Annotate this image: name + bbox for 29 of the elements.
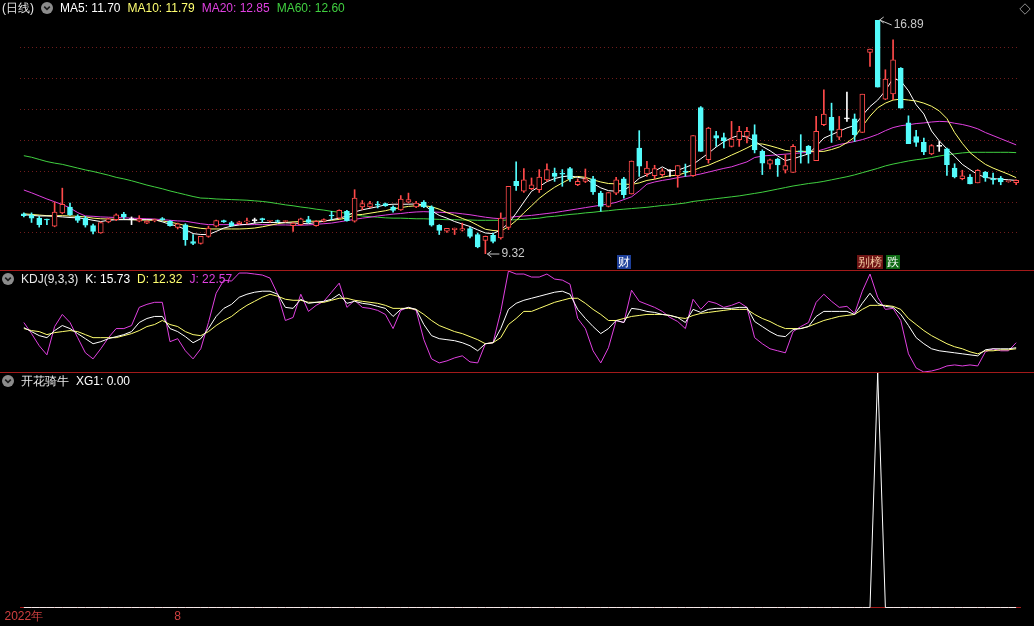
text: 财 bbox=[616, 255, 631, 269]
chart-title: (日线) bbox=[2, 1, 34, 15]
series-label: J: 22.57 bbox=[189, 272, 233, 286]
candlestick bbox=[244, 217, 250, 225]
candlestick bbox=[374, 201, 381, 209]
candlestick bbox=[713, 130, 719, 147]
text: 跌 bbox=[886, 255, 901, 269]
annotation: 16.89 bbox=[893, 17, 925, 32]
text: MA10: 11.79 bbox=[127, 1, 195, 15]
text: D: 12.32 bbox=[137, 272, 183, 286]
text: MA60: 12.60 bbox=[276, 1, 345, 15]
candlestick bbox=[559, 169, 566, 187]
x-tick-label: 2022年 bbox=[4, 609, 44, 624]
candlestick bbox=[667, 169, 673, 177]
text: 别榜 bbox=[857, 255, 883, 269]
candlestick bbox=[844, 91, 850, 122]
text: XG1: 0.00 bbox=[76, 374, 131, 388]
candlestick bbox=[990, 172, 996, 185]
candlestick bbox=[513, 161, 519, 191]
candlestick bbox=[797, 134, 804, 164]
chart-title: KDJ(9,3,3) bbox=[21, 272, 79, 286]
chart-title: 开花骑牛 bbox=[21, 374, 69, 388]
text: MA5: 11.70 bbox=[60, 1, 121, 15]
x-tick-label: 8 bbox=[174, 609, 182, 624]
candlestick bbox=[44, 218, 50, 225]
annotation: 9.32 bbox=[501, 246, 526, 261]
text: MA20: 12.85 bbox=[201, 1, 270, 15]
text: K: 15.73 bbox=[85, 272, 131, 286]
candlestick bbox=[867, 48, 873, 67]
